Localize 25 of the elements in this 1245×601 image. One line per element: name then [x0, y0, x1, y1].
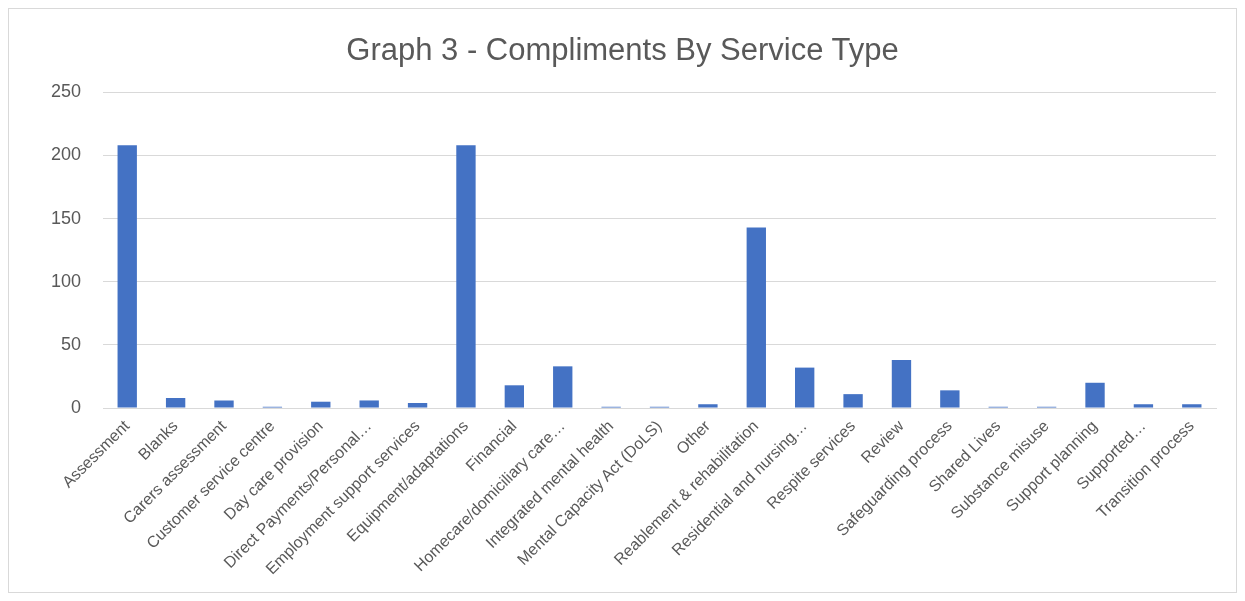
bar — [214, 400, 234, 408]
y-tick-label: 200 — [50, 144, 82, 165]
bar — [504, 385, 525, 408]
y-tick-label: 250 — [50, 81, 82, 102]
bar — [746, 227, 766, 408]
bar — [795, 367, 815, 408]
y-tick-label: 100 — [50, 270, 82, 291]
bar — [165, 397, 186, 408]
bar — [843, 394, 863, 408]
bar — [117, 145, 137, 408]
bar — [891, 360, 912, 408]
y-tick-label: 0 — [71, 397, 82, 417]
y-tick-label: 150 — [50, 207, 82, 228]
bar — [407, 402, 428, 408]
chart-title: Graph 3 - Compliments By Service Type — [346, 32, 899, 68]
bar — [311, 401, 331, 408]
y-tick-label: 50 — [61, 333, 82, 354]
bar — [1085, 382, 1105, 408]
bar — [1133, 404, 1154, 408]
bar — [359, 400, 379, 408]
bar — [940, 390, 960, 408]
bar — [553, 366, 573, 408]
bar — [456, 145, 476, 408]
bar — [1182, 404, 1202, 408]
bar — [698, 404, 718, 408]
